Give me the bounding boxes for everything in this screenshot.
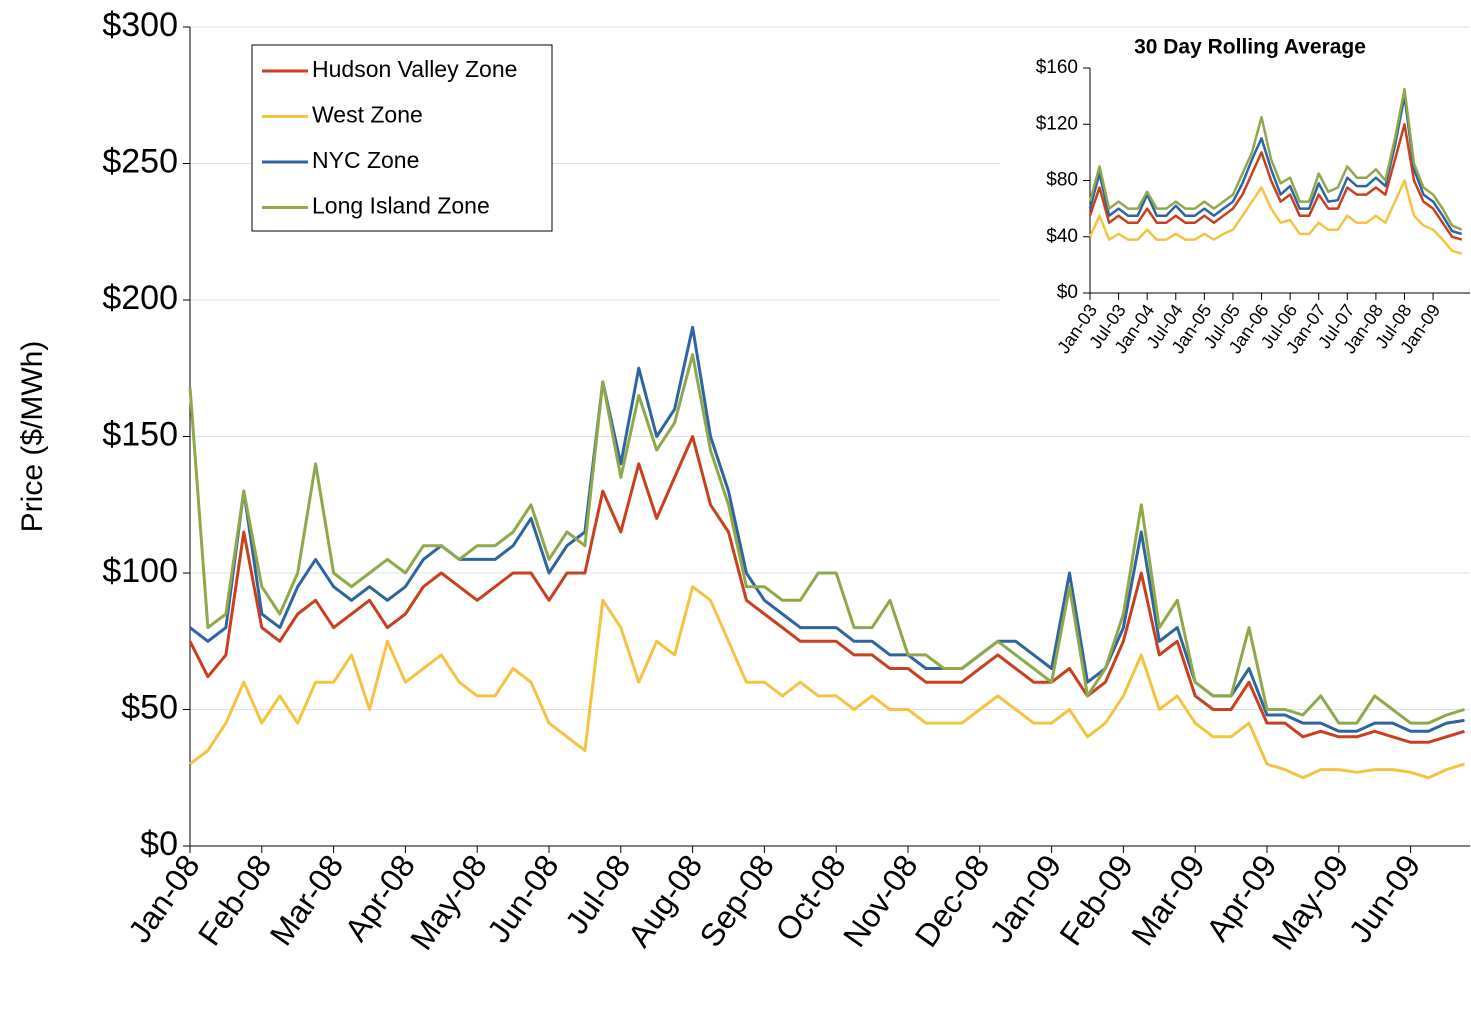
series-line [188, 435, 1465, 744]
legend-label: NYC Zone [312, 147, 419, 173]
legend-box [251, 44, 553, 232]
legend-label: Long Island Zone [312, 193, 490, 219]
y-tick-label: $120 [1036, 113, 1078, 134]
x-tick-label: Nov-08 [836, 848, 925, 953]
inset-title: 30 Day Rolling Average [1134, 36, 1366, 59]
x-tick-label: Sep-08 [692, 848, 781, 953]
y-tick-label: $150 [102, 415, 178, 453]
x-tick-label: May-08 [403, 848, 494, 956]
series-line [1088, 94, 1463, 236]
x-tick-label: Jun-08 [480, 848, 566, 949]
x-tick-label: May-09 [1265, 848, 1356, 956]
series-line [188, 353, 1465, 725]
series-line [1088, 179, 1463, 255]
x-tick-label: Feb-09 [1052, 848, 1140, 952]
inset-background [1000, 28, 1471, 408]
y-tick-label: $50 [121, 688, 178, 726]
series-line [189, 325, 1465, 733]
x-tick-label: Dec-08 [908, 848, 997, 953]
series-line [1088, 123, 1463, 241]
series-line [1088, 87, 1463, 231]
x-tick-label: Mar-09 [1124, 848, 1212, 952]
legend-label: West Zone [312, 102, 423, 128]
x-tick-label: Jun-09 [1342, 848, 1428, 949]
x-tick-label: Aug-08 [621, 848, 710, 953]
y-tick-label: $40 [1046, 226, 1078, 247]
y-tick-label: $250 [102, 142, 178, 180]
legend: Hudson Valley Zone West Zone NYC Zone Long … [251, 44, 553, 232]
x-tick-label: Feb-08 [191, 848, 279, 952]
y-tick-label: $0 [1057, 282, 1078, 303]
y-tick-label: $80 [1046, 170, 1078, 191]
y-axis-label: Price ($/MWh) [16, 341, 49, 533]
y-tick-label: $100 [102, 552, 178, 590]
y-tick-label: $300 [102, 6, 178, 44]
series-line [189, 585, 1465, 780]
y-tick-label: $200 [102, 279, 178, 317]
y-tick-label: $160 [1036, 57, 1078, 78]
x-tick-label: Mar-08 [263, 848, 351, 952]
legend-label: Hudson Valley Zone [312, 56, 517, 82]
y-tick-label: $0 [140, 825, 178, 863]
